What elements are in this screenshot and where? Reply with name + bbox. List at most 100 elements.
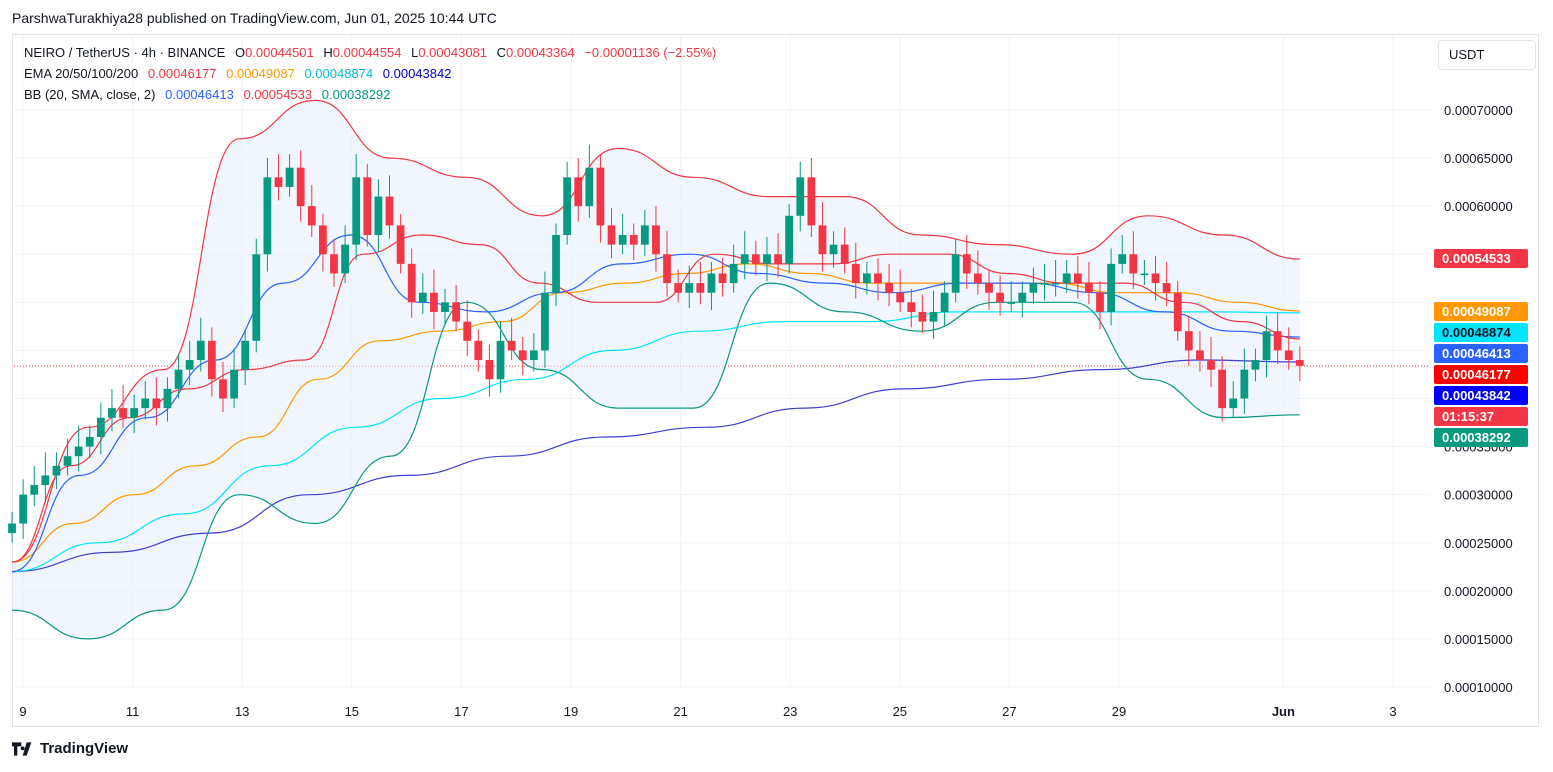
candle-body [1029,283,1038,293]
candle [1184,315,1193,366]
candle-body [119,408,127,418]
candle-body [740,254,749,264]
candle [52,452,61,489]
candle-body [518,350,527,361]
candle [974,250,982,295]
ema200-line [11,359,1300,573]
y-tick-label: 0.00025000 [1444,536,1513,551]
candle-body [1129,254,1138,274]
candle-body [1207,360,1215,370]
bb-label[interactable]: BB (20, SMA, close, 2) [24,87,156,102]
candle [896,269,905,312]
ema50-line [11,263,1300,563]
x-tick-label: 25 [893,704,907,719]
candle [1118,235,1127,274]
candle-body [674,283,683,293]
candle [729,244,738,293]
candle [740,231,749,280]
candle-body [485,360,494,380]
y-tick-label: 0.00060000 [1444,199,1513,214]
candle-body [907,302,916,312]
candle [840,227,849,274]
currency-button[interactable]: USDT [1438,40,1536,70]
candle [263,158,272,272]
candle-body [618,235,627,245]
candle [1062,260,1071,293]
legend-row-bb: BB (20, SMA, close, 2) 0.00046413 0.0005… [24,87,396,102]
candle-body [829,244,838,255]
candle-body [363,177,372,236]
candle-body [696,283,705,293]
candle-body [152,398,161,409]
candle-body [707,273,716,293]
candle [85,425,94,459]
candle-body [30,485,39,495]
candle-body [252,254,261,341]
candle-body [130,408,139,418]
candle [796,161,805,232]
candle [119,385,127,428]
candle [1284,327,1293,370]
price-tag: 0.00054533 [1434,249,1528,269]
candle [474,329,483,372]
bb-basis-line [11,234,1300,573]
candle-body [441,302,449,312]
candle [252,238,261,353]
candle-body [63,456,72,466]
candle-body [352,177,361,245]
ema-label[interactable]: EMA 20/50/100/200 [24,66,139,81]
y-tick-label: 0.00070000 [1444,103,1513,118]
candle [374,179,383,253]
candle [452,285,460,332]
candle [418,273,427,314]
candle [507,317,516,361]
symbol-label[interactable]: NEIRO / TetherUS · 4h · BINANCE [24,45,226,60]
candle [496,321,505,393]
candle-body [385,196,394,226]
candle-body [219,379,227,399]
x-tick-label: 17 [454,704,468,719]
candle [130,394,139,434]
candle [19,479,28,539]
high-value: H0.00044554 [323,45,402,60]
y-tick-label: 0.00010000 [1444,680,1513,695]
candle-body [1151,273,1160,284]
candle-body [496,340,505,380]
y-tick-label: 0.00015000 [1444,632,1513,647]
candle-body [596,167,605,226]
candle-body [985,283,993,293]
candle-body [85,436,94,447]
candle-body [818,225,827,255]
candle-body [851,263,860,284]
candles [8,144,1304,543]
candle [1196,331,1204,372]
candle [74,425,83,472]
candle [918,294,927,334]
candle [785,204,794,274]
candle-body [1262,331,1271,361]
candle [807,158,816,237]
bb-fill [12,100,1300,639]
candle [1018,281,1027,318]
price-tag: 01:15:37 [1434,406,1528,426]
bb-lower-line [11,282,1300,640]
chart-frame [12,34,1539,727]
candle-body [207,340,216,380]
candle-body [74,446,83,457]
candle-body [840,244,849,264]
candle-body [774,254,782,264]
candle-body [1073,273,1082,284]
candle-body [1096,292,1104,312]
ema100-line [11,311,1300,573]
candle [862,261,871,295]
candle-body [896,292,905,303]
candle-body [652,225,660,255]
tradingview-logo[interactable]: TradingView [12,740,128,757]
candle [663,231,671,297]
candle-body [574,177,583,207]
candle [108,388,116,432]
candle [174,354,183,399]
low-value: L0.00043081 [411,45,488,60]
candle [1251,348,1260,382]
